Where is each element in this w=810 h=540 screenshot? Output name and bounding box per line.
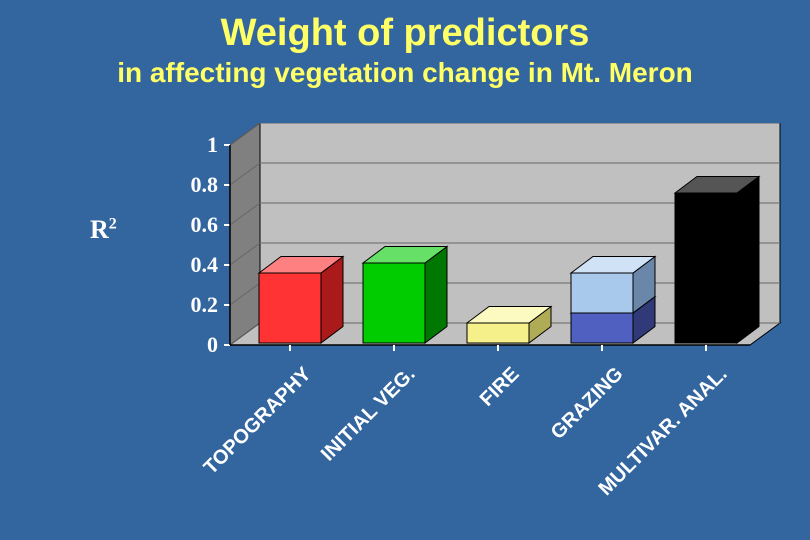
category-labels: TOPOGRAPHYINITIAL VEG.FIREGRAZINGMULTIVA… — [0, 0, 810, 540]
